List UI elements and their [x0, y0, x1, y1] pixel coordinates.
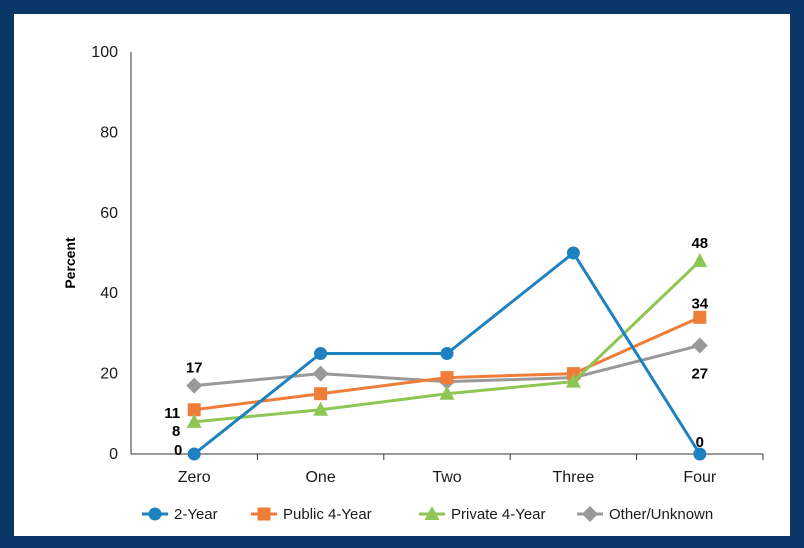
data-point-marker — [314, 387, 328, 401]
x-tick-label: Two — [432, 469, 461, 486]
data-point-marker — [186, 413, 202, 428]
legend-marker — [148, 507, 162, 521]
y-tick-label: 60 — [100, 205, 118, 222]
data-point-marker — [440, 347, 454, 360]
legend-item: 2-Year — [142, 506, 218, 523]
chart-panel: 0 20 40 60 80 100 Zero One Two Three Four Percent 1… — [14, 14, 790, 536]
legend-label: 2-Year — [174, 506, 218, 523]
data-labels: 17 118 0 48 34 27 0 — [164, 235, 709, 459]
legend-marker — [582, 506, 598, 522]
data-point-marker — [693, 447, 707, 461]
y-tick-label: 40 — [100, 285, 118, 302]
data-point-marker — [187, 403, 201, 417]
data-point-marker — [313, 401, 329, 416]
data-point-marker — [312, 365, 329, 382]
legend-label: Other/Unknown — [609, 506, 713, 523]
y-tick-label: 20 — [100, 366, 118, 383]
legend-marker — [424, 506, 440, 520]
data-point-marker — [692, 253, 708, 268]
legend-item: Private 4-Year — [419, 506, 546, 523]
data-label: 34 — [691, 295, 708, 312]
data-point-marker — [565, 373, 581, 388]
data-point-marker — [186, 377, 203, 394]
legend-item: Other/Unknown — [577, 506, 713, 523]
data-point-marker — [691, 337, 708, 354]
y-axis-title: Percent — [62, 237, 78, 289]
data-label: 8 — [172, 423, 180, 440]
series-private-4-year — [186, 253, 708, 428]
data-label: 0 — [696, 434, 704, 451]
legend: 2-Year Public 4-Year Private 4-Year Other/U… — [142, 506, 713, 523]
x-tick-label: Zero — [178, 469, 211, 486]
series-public-4-year — [187, 310, 707, 417]
series-2-year — [187, 246, 707, 461]
data-point-marker — [693, 310, 707, 324]
data-label: 0 — [174, 442, 182, 459]
data-point-marker — [566, 246, 580, 260]
data-label: 17 — [186, 360, 203, 377]
y-tick-label: 80 — [100, 124, 118, 141]
data-point-marker — [440, 371, 454, 385]
legend-label: Private 4-Year — [451, 506, 546, 523]
data-label: 11 — [164, 405, 180, 422]
data-point-marker — [314, 347, 328, 360]
data-label: 48 — [691, 235, 708, 252]
legend-item: Public 4-Year — [251, 506, 372, 523]
series-other-unknown — [186, 337, 708, 394]
data-point-marker — [439, 385, 455, 400]
legend-marker — [257, 507, 271, 521]
series-layer — [186, 246, 708, 461]
legend-label: Public 4-Year — [283, 506, 372, 523]
y-tick-label: 0 — [109, 446, 118, 463]
data-point-marker — [187, 447, 201, 461]
x-tick-label: Four — [683, 469, 717, 486]
x-tick-label: One — [305, 469, 335, 486]
x-tick-label: Three — [553, 469, 595, 486]
data-label: 27 — [691, 365, 708, 382]
y-tick-label: 100 — [91, 44, 118, 61]
